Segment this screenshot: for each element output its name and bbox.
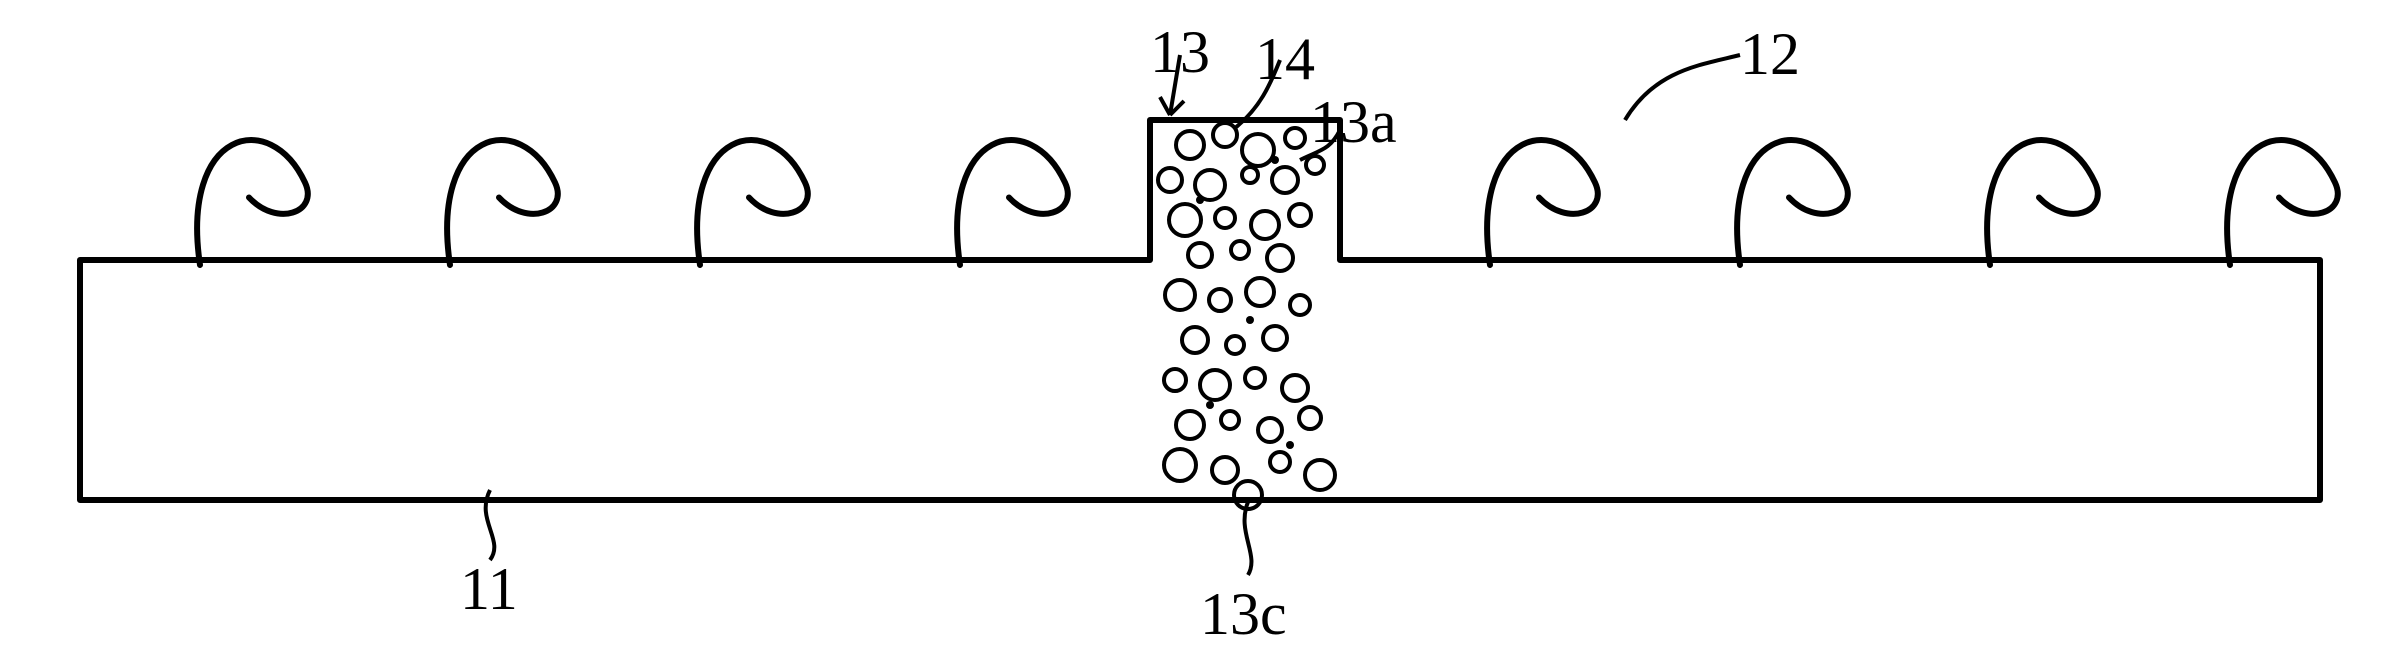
- diagram-svg: [0, 0, 2404, 654]
- label-11: 11: [460, 555, 518, 624]
- label-12: 12: [1740, 20, 1800, 89]
- label-14: 14: [1255, 25, 1315, 94]
- label-13c: 13c: [1200, 580, 1287, 649]
- diagram-container: [0, 0, 2404, 654]
- label-13: 13: [1150, 18, 1210, 87]
- label-13a: 13a: [1310, 88, 1397, 157]
